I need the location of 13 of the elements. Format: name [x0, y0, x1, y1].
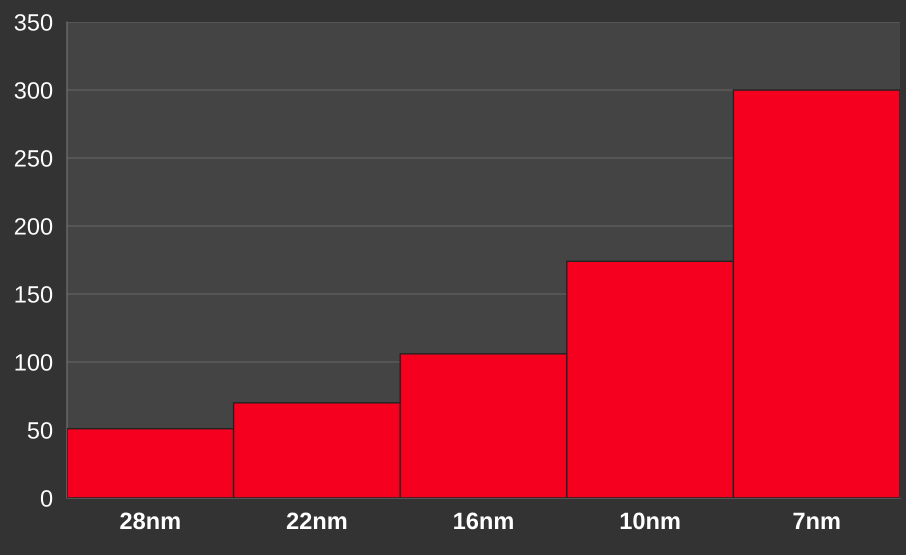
x-tick-label: 28nm: [120, 512, 180, 530]
y-tick-label: 200: [14, 218, 52, 235]
x-tick-label: 22nm: [286, 512, 346, 529]
y-tick-label: 300: [14, 82, 52, 99]
y-tick-label: 350: [14, 14, 52, 31]
y-tick-label: 50: [28, 422, 52, 439]
y-tick-label: 0: [40, 490, 52, 507]
y-tick-label: 150: [16, 286, 52, 303]
x-tick-label: 16nm: [454, 512, 513, 530]
y-tick-label: 100: [16, 354, 52, 371]
x-tick-label: 10nm: [620, 512, 680, 530]
y-tick-label: 250: [14, 150, 52, 167]
x-tick-label: 7nm: [793, 512, 840, 529]
